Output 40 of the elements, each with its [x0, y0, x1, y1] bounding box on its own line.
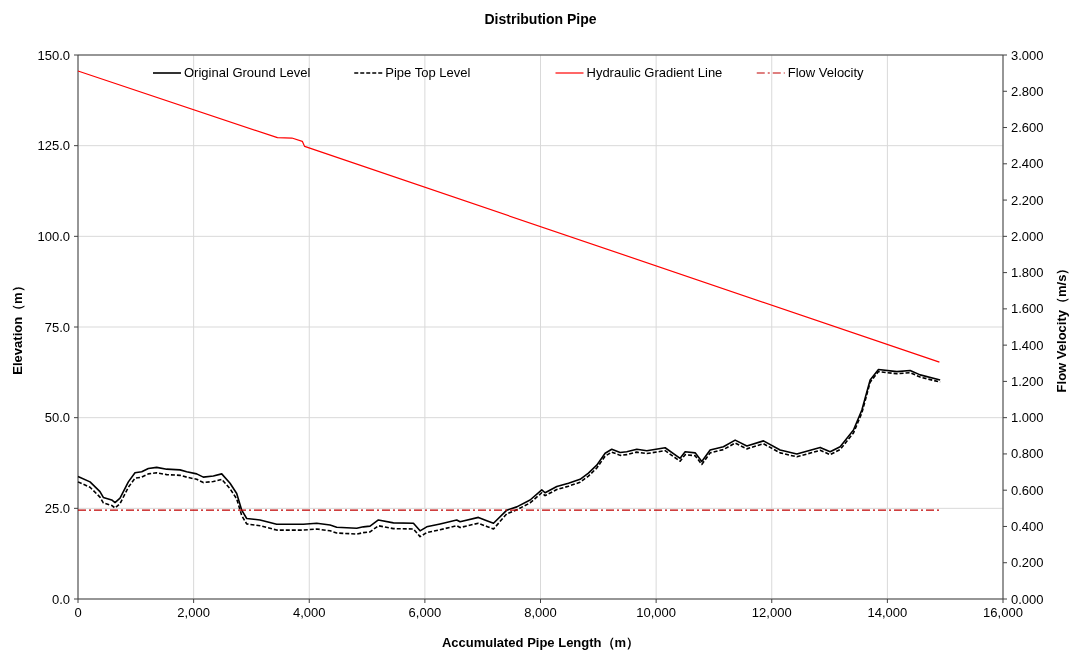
y2-tick-label: 0.400: [1011, 518, 1044, 534]
legend-label: Flow Velocity: [787, 65, 865, 80]
x-tick-label: 16,000: [983, 605, 1023, 620]
y2-tick-label: 3.000: [1011, 47, 1044, 63]
legend-label: Original Ground Level: [184, 65, 311, 80]
x-axis-title: Accumulated Pipe Length（m）: [441, 635, 640, 650]
x-tick-label: 4,000: [292, 605, 326, 620]
x-tick-label: 6,000: [408, 605, 442, 620]
y2-tick-label: 2.400: [1011, 156, 1044, 172]
y2-tick-label: 2.200: [1011, 192, 1044, 208]
y-tick-label: 75.0: [44, 319, 70, 335]
y2-tick-label: 0.600: [1011, 482, 1044, 498]
x-tick-label: 14,000: [867, 605, 908, 620]
x-tick-label: 2,000: [177, 605, 210, 620]
y-tick-label: 0.0: [51, 591, 70, 607]
y-axis-title: Elevation（m）: [10, 279, 25, 375]
chart-title: Distribution Pipe: [484, 11, 597, 27]
y2-tick-label: 1.600: [1011, 301, 1044, 317]
y2-tick-label: 2.800: [1011, 83, 1044, 99]
y-tick-label: 100.0: [37, 228, 70, 244]
y2-tick-label: 1.400: [1011, 337, 1044, 353]
x-tick-label: 10,000: [636, 605, 677, 620]
x-tick-label: 8,000: [524, 605, 557, 620]
y2-axis-title: Flow Velocity（m/s）: [1054, 261, 1069, 393]
x-tick-label: 12,000: [751, 605, 792, 620]
y-tick-label: 150.0: [37, 47, 70, 63]
x-tick-label: 0: [74, 605, 82, 620]
y2-tick-label: 1.800: [1011, 265, 1044, 281]
y-tick-label: 125.0: [37, 138, 70, 154]
y2-tick-label: 2.600: [1011, 120, 1044, 136]
y2-tick-label: 0.800: [1011, 446, 1044, 462]
y-tick-label: 25.0: [44, 500, 70, 516]
legend-label: Hydraulic Gradient Line: [586, 65, 723, 80]
legend-label: Pipe Top Level: [385, 65, 471, 80]
y2-tick-label: 2.000: [1011, 228, 1044, 244]
y2-tick-label: 1.000: [1011, 410, 1044, 426]
y-tick-label: 50.0: [44, 410, 70, 426]
y2-tick-label: 1.200: [1011, 373, 1044, 389]
y2-tick-label: 0.000: [1011, 591, 1044, 607]
y2-tick-label: 0.200: [1011, 555, 1044, 571]
